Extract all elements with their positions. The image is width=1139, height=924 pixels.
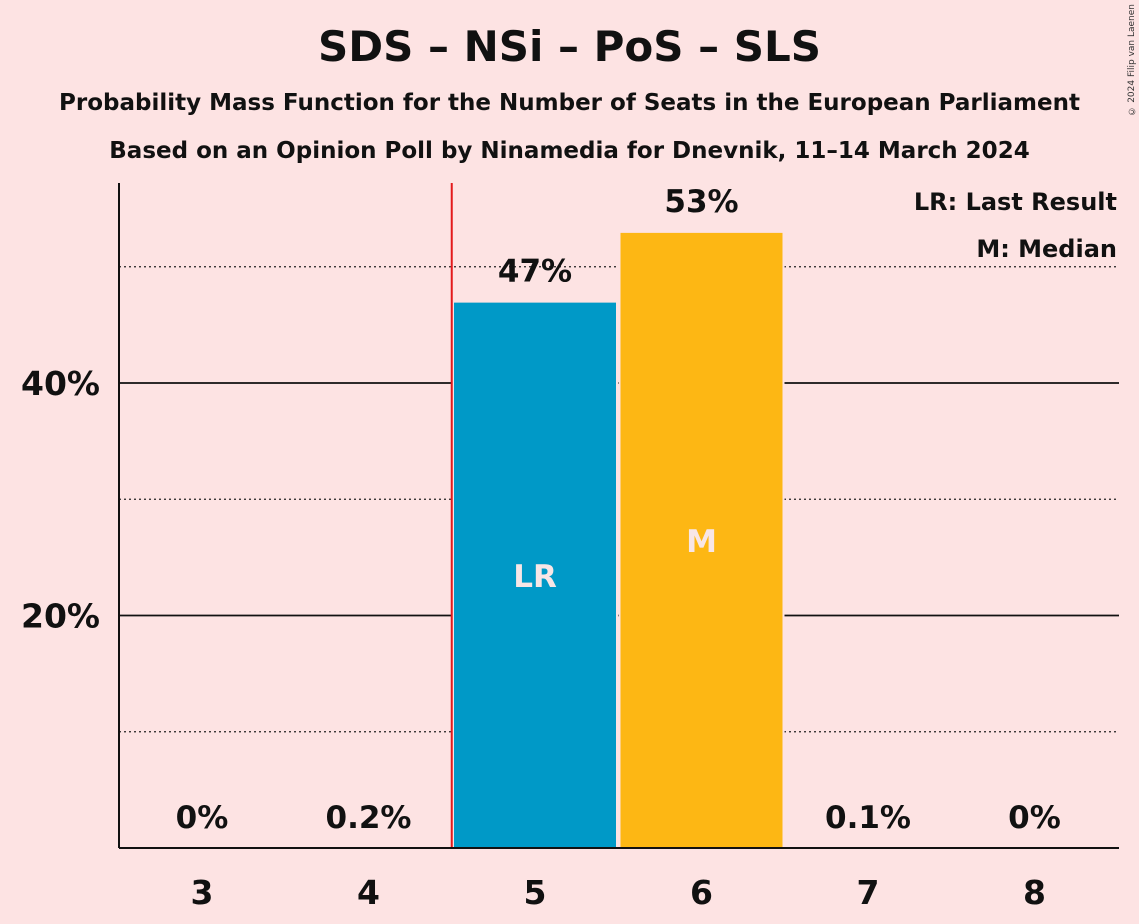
value-label: 47% [498,254,572,290]
bar-marker-m: M [686,524,717,560]
chart-title: SDS – NSi – PoS – SLS [317,22,822,71]
chart-subtitle-2: Based on an Opinion Poll by Ninamedia fo… [109,138,1030,164]
legend-median: M: Median [976,235,1117,263]
x-tick-label: 3 [191,873,214,912]
x-tick-label: 5 [524,873,547,912]
bar-seat-5 [452,300,618,849]
y-tick-label: 20% [21,597,100,636]
bar-seat-6 [618,230,785,849]
y-tick-label: 40% [21,364,100,403]
x-tick-label: 6 [690,873,713,912]
value-label: 0.2% [326,800,412,836]
x-tick-label: 8 [1023,873,1046,912]
value-label: 0% [1008,800,1061,836]
chart-subtitle-1: Probability Mass Function for the Number… [59,90,1080,116]
legend-last-result: LR: Last Result [914,188,1117,216]
x-tick-label: 7 [857,873,880,912]
value-label: 0.1% [825,800,911,836]
x-tick-label: 4 [357,873,380,912]
value-label: 0% [176,800,229,836]
bar-marker-lr: LR [513,559,557,595]
value-label: 53% [664,184,738,220]
